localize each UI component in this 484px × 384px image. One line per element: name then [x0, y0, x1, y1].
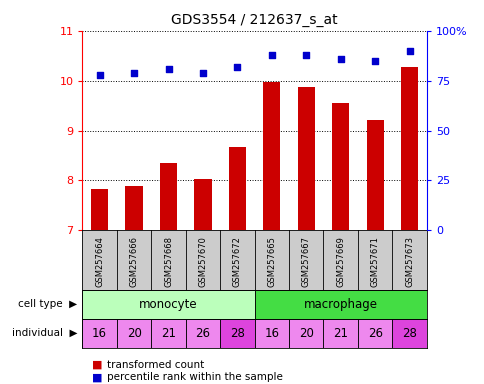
- Bar: [82, 290, 254, 319]
- Text: 21: 21: [333, 327, 348, 339]
- Point: [405, 48, 412, 54]
- Point: [233, 64, 241, 70]
- Text: GSM257665: GSM257665: [267, 236, 276, 287]
- Bar: [254, 319, 288, 348]
- Bar: [82, 319, 117, 348]
- Text: 20: 20: [298, 327, 313, 339]
- Bar: [194, 179, 211, 230]
- Text: 26: 26: [367, 327, 382, 339]
- Text: macrophage: macrophage: [303, 298, 377, 311]
- Text: GSM257664: GSM257664: [95, 236, 104, 287]
- Text: ■: ■: [92, 360, 103, 370]
- Text: 28: 28: [401, 327, 416, 339]
- Text: 21: 21: [161, 327, 176, 339]
- Point: [302, 51, 310, 58]
- Bar: [288, 319, 323, 348]
- Bar: [228, 147, 245, 230]
- Text: GSM257669: GSM257669: [335, 236, 345, 287]
- Bar: [357, 319, 392, 348]
- Bar: [392, 319, 426, 348]
- Point: [96, 71, 104, 78]
- Text: ■: ■: [92, 372, 103, 382]
- Bar: [263, 82, 280, 230]
- Text: 26: 26: [195, 327, 210, 339]
- Text: GSM257671: GSM257671: [370, 236, 379, 287]
- Bar: [254, 290, 426, 319]
- Point: [267, 51, 275, 58]
- Text: individual  ▶: individual ▶: [12, 328, 77, 338]
- Text: GSM257666: GSM257666: [129, 236, 138, 287]
- Bar: [400, 67, 417, 230]
- Text: 20: 20: [126, 327, 141, 339]
- Bar: [117, 319, 151, 348]
- Text: GSM257668: GSM257668: [164, 236, 173, 287]
- Bar: [125, 187, 142, 230]
- Bar: [151, 319, 185, 348]
- Text: GSM257673: GSM257673: [404, 236, 413, 287]
- Text: GSM257667: GSM257667: [301, 236, 310, 287]
- Bar: [323, 319, 357, 348]
- Bar: [332, 103, 348, 230]
- Title: GDS3554 / 212637_s_at: GDS3554 / 212637_s_at: [171, 13, 337, 27]
- Text: transformed count: transformed count: [106, 360, 204, 370]
- Bar: [160, 163, 177, 230]
- Point: [371, 58, 378, 64]
- Bar: [366, 119, 383, 230]
- Bar: [91, 189, 108, 230]
- Bar: [185, 319, 220, 348]
- Bar: [297, 87, 314, 230]
- Text: 16: 16: [92, 327, 107, 339]
- Point: [336, 56, 344, 62]
- Text: monocyte: monocyte: [139, 298, 197, 311]
- Text: 28: 28: [229, 327, 244, 339]
- Point: [130, 70, 137, 76]
- Text: cell type  ▶: cell type ▶: [18, 299, 77, 310]
- Text: GSM257672: GSM257672: [232, 236, 242, 287]
- Point: [198, 70, 206, 76]
- Text: 16: 16: [264, 327, 279, 339]
- Text: GSM257670: GSM257670: [198, 236, 207, 287]
- Text: percentile rank within the sample: percentile rank within the sample: [106, 372, 282, 382]
- Point: [164, 66, 172, 72]
- Bar: [220, 319, 254, 348]
